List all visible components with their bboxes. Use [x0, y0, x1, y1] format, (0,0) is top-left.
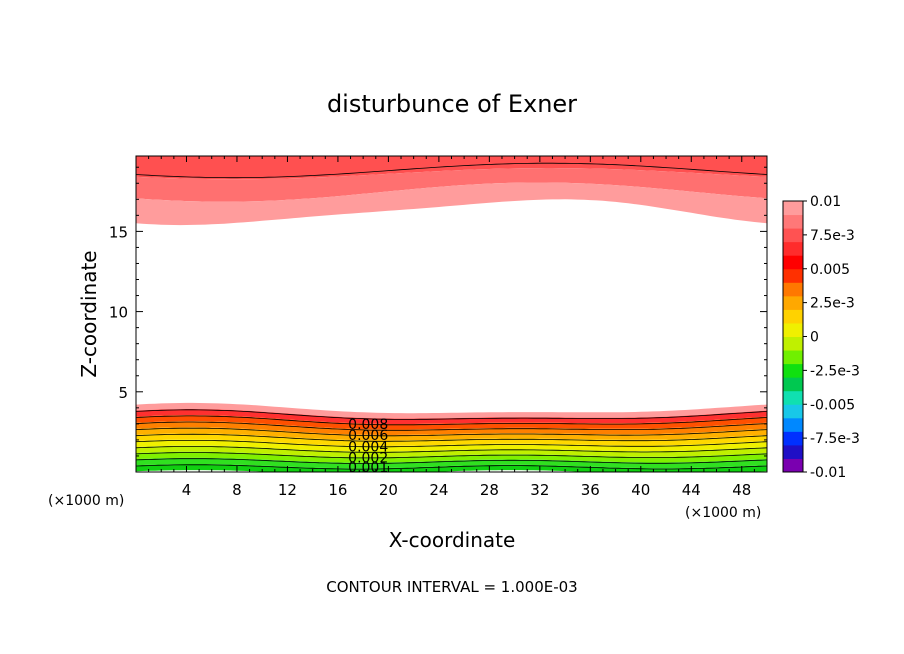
- y-tick-label: 5: [118, 384, 128, 402]
- colorbar-swatch: [783, 444, 803, 459]
- colorbar-swatch: [783, 241, 803, 256]
- colorbar-label: -0.005: [810, 397, 855, 413]
- lower-band: [136, 464, 767, 472]
- contour-line: [135, 421, 768, 431]
- x-axis-label: X-coordinate: [389, 528, 516, 552]
- chart-title: disturbunce of Exner: [327, 90, 577, 118]
- lower-band: [136, 415, 767, 430]
- lower-band: [136, 409, 767, 424]
- colorbar-swatch: [783, 295, 803, 310]
- x-tick-label: 16: [328, 481, 347, 499]
- upper-band: [136, 168, 767, 202]
- contour-lines: [135, 162, 768, 470]
- contour-line: [135, 458, 768, 464]
- contour-line: [135, 162, 768, 179]
- colorbar-swatch: [783, 201, 803, 216]
- upper-band: [136, 156, 767, 180]
- lower-band: [136, 402, 767, 419]
- contour-line: [135, 464, 768, 470]
- colorbar-label: -7.5e-3: [810, 431, 860, 447]
- contour-label: 0.008: [348, 417, 388, 433]
- colorbar-label: -2.5e-3: [810, 363, 860, 379]
- colorbar-swatch: [783, 309, 803, 324]
- lower-band: [136, 457, 767, 469]
- contour-line: [135, 446, 768, 453]
- contour-line: [135, 433, 768, 442]
- contour-line: [135, 409, 768, 420]
- colorbar-swatch: [783, 458, 803, 473]
- contour-line: [135, 452, 768, 459]
- contour-line: [135, 427, 768, 437]
- x-tick-label: 4: [182, 481, 192, 499]
- contour-label: 0.006: [348, 428, 388, 444]
- colorbar-swatch: [783, 322, 803, 337]
- contour-interval-note: CONTOUR INTERVAL = 1.000E-03: [326, 578, 577, 596]
- contour-label: 0.002: [348, 451, 388, 467]
- colorbar-swatch: [783, 417, 803, 432]
- plot-area: [136, 156, 767, 472]
- x-tick-label: 8: [232, 481, 242, 499]
- colorbar-swatch: [783, 377, 803, 392]
- contour-label: 0.001: [348, 460, 388, 476]
- colorbar-swatch: [783, 214, 803, 229]
- contour-label: 0.004: [348, 439, 388, 455]
- colorbar-label: 0: [810, 330, 819, 346]
- z-unit-label: (×1000 m): [48, 493, 124, 509]
- colorbar-label: 0.005: [810, 262, 850, 278]
- x-tick-label: 24: [429, 481, 448, 499]
- y-axis-label: Z-coordinate: [77, 250, 101, 377]
- colorbar-swatch: [783, 404, 803, 419]
- y-tick-label: 10: [109, 304, 128, 322]
- colorbar: 0.01 7.5e-3 0.005 2.5e-3 0 -2.5e-3 -0.005 -7.5e…: [782, 194, 860, 481]
- lower-band: [136, 445, 767, 458]
- colorbar-swatch: [783, 350, 803, 365]
- colorbar-label: 7.5e-3: [810, 228, 855, 244]
- x-unit-label: (×1000 m): [685, 505, 761, 521]
- x-tick-label: 32: [530, 481, 549, 499]
- colorbar-swatch: [783, 431, 803, 446]
- contour-line: [135, 440, 768, 448]
- x-tick-label: 40: [631, 481, 650, 499]
- colorbar-swatch: [783, 228, 803, 243]
- colorbar-swatch: [783, 363, 803, 378]
- colorbar-swatch: [783, 336, 803, 351]
- lower-band: [136, 427, 767, 441]
- x-tick-label: 20: [379, 481, 398, 499]
- lower-band: [136, 433, 767, 446]
- lower-band: [136, 451, 767, 463]
- y-tick-label: 15: [109, 223, 128, 241]
- x-tick-label: 12: [278, 481, 297, 499]
- lower-band: [136, 421, 767, 435]
- colorbar-swatch: [783, 268, 803, 283]
- colorbar-label: 0.01: [810, 194, 841, 210]
- colorbar-label: 2.5e-3: [810, 296, 855, 312]
- contour-line: [135, 415, 768, 426]
- x-tick-label: 44: [682, 481, 701, 499]
- x-tick-label: 36: [581, 481, 600, 499]
- colorbar-swatch: [783, 390, 803, 405]
- colorbar-swatch: [783, 255, 803, 270]
- upper-band: [136, 182, 767, 226]
- colorbar-label: -0.01: [810, 465, 846, 481]
- x-tick-label: 28: [480, 481, 499, 499]
- x-tick-label: 48: [732, 481, 751, 499]
- colorbar-swatch: [783, 282, 803, 297]
